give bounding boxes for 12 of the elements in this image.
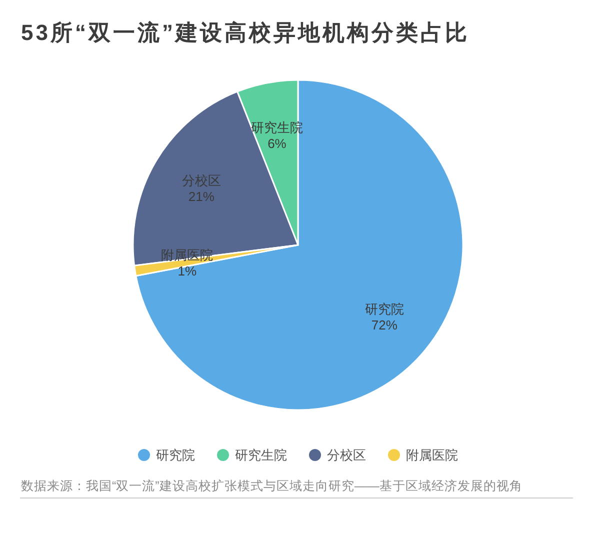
- data-label: 1%: [178, 264, 198, 279]
- chart-title: 53所“双一流”建设高校异地机构分类占比: [21, 20, 470, 45]
- slice-label: 研究院: [364, 302, 404, 317]
- legend-label: 研究院: [156, 448, 195, 462]
- legend-label: 研究生院: [235, 448, 287, 462]
- data-label: 21%: [188, 188, 215, 204]
- legend-label: 分校区: [327, 448, 366, 462]
- slice-label: 分校区: [182, 172, 221, 188]
- legend-label: 附属医院: [406, 448, 458, 462]
- source-note: 数据来源：我国“双一流”建设高校扩张模式与区域走向研究——基于区域经济发展的视角: [21, 478, 522, 493]
- data-label: 72%: [371, 318, 398, 333]
- data-label: 6%: [268, 136, 287, 151]
